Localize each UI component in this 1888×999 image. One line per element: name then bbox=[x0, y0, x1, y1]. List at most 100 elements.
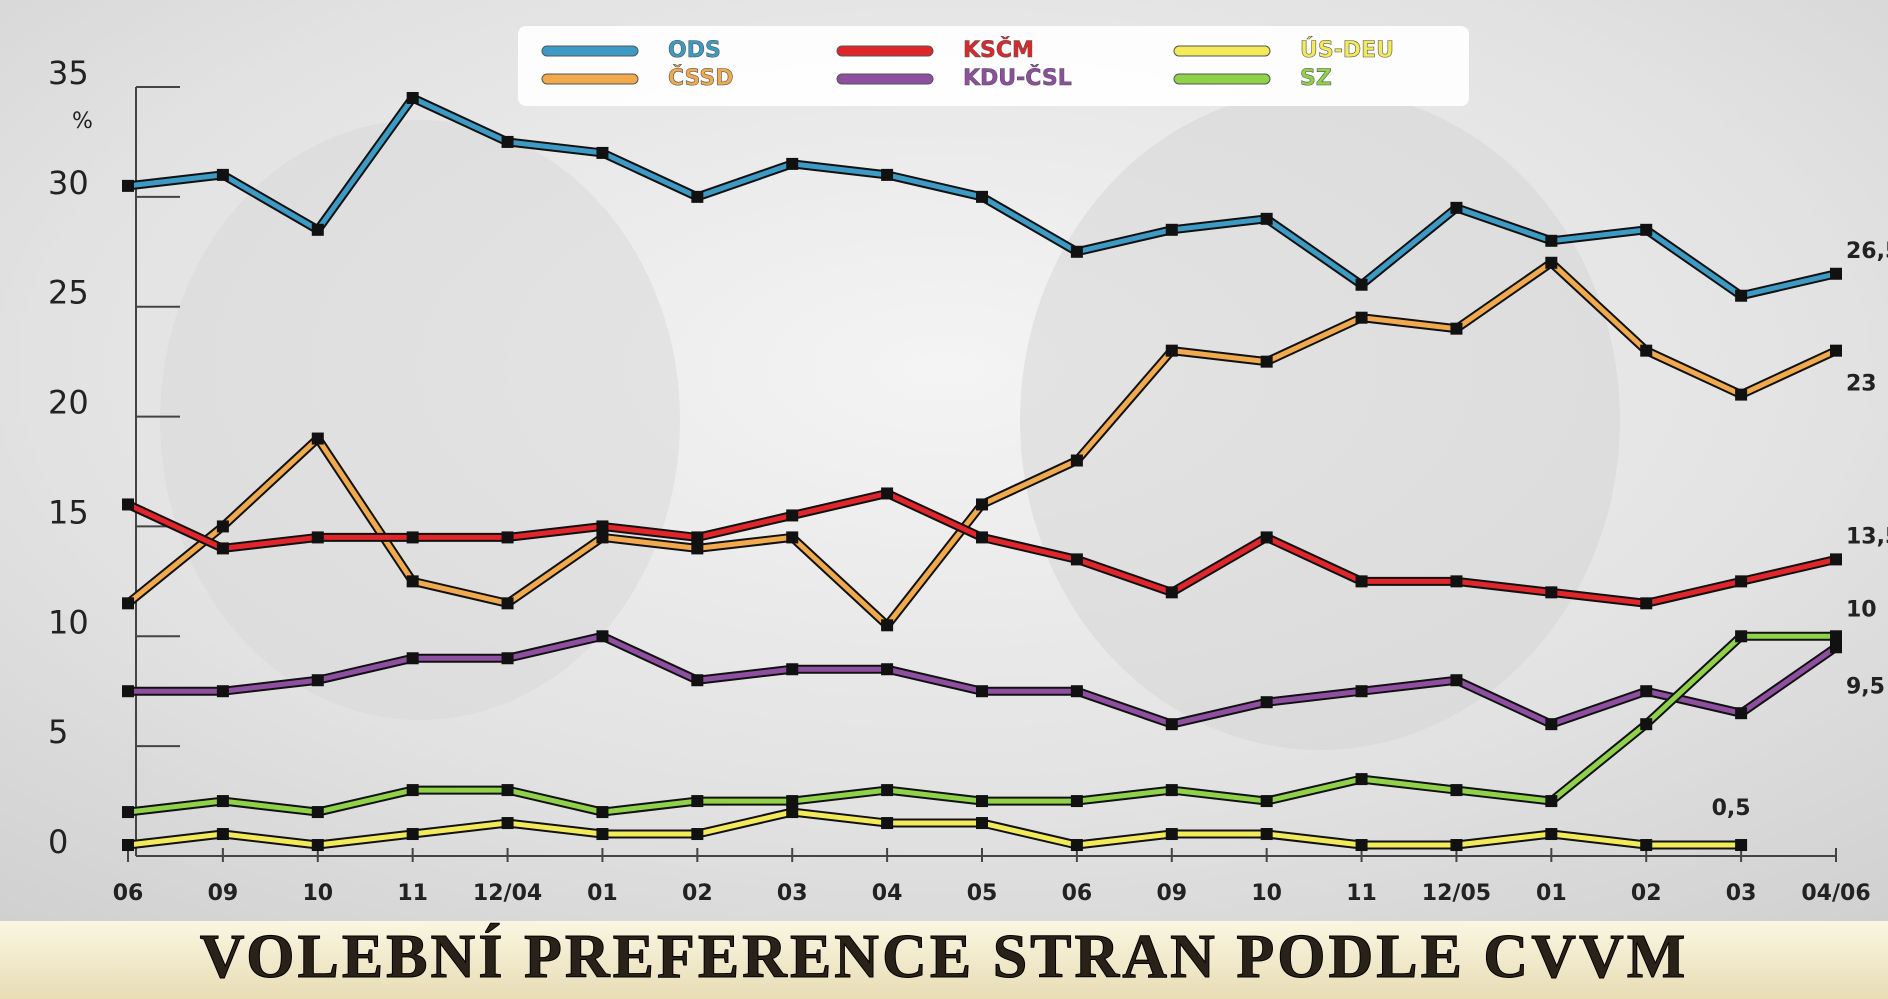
y-tick-label: 10 bbox=[48, 603, 89, 641]
point-marker bbox=[502, 652, 514, 664]
x-tick-label: 12/05 bbox=[1422, 881, 1491, 906]
point-marker bbox=[1071, 455, 1083, 467]
point-marker bbox=[1450, 575, 1462, 587]
point-marker bbox=[786, 795, 798, 807]
legend-swatch bbox=[542, 74, 638, 84]
point-marker bbox=[1166, 345, 1178, 357]
point-marker bbox=[1735, 630, 1747, 642]
x-tick-label: 04/06 bbox=[1801, 881, 1870, 906]
point-marker bbox=[407, 652, 419, 664]
point-marker bbox=[122, 806, 134, 818]
point-marker bbox=[1261, 531, 1273, 543]
legend-swatch bbox=[837, 74, 933, 84]
point-marker bbox=[312, 531, 324, 543]
point-marker bbox=[596, 147, 608, 159]
point-marker bbox=[312, 839, 324, 851]
point-marker bbox=[1830, 268, 1842, 280]
point-marker bbox=[1735, 389, 1747, 401]
point-marker bbox=[1261, 795, 1273, 807]
point-marker bbox=[596, 531, 608, 543]
point-marker bbox=[1545, 718, 1557, 730]
point-marker bbox=[217, 169, 229, 181]
x-tick-label: 10 bbox=[302, 881, 333, 906]
point-marker bbox=[1356, 839, 1368, 851]
point-marker bbox=[1071, 246, 1083, 258]
point-marker bbox=[596, 828, 608, 840]
x-tick-label: 03 bbox=[1726, 881, 1757, 906]
legend-swatch bbox=[542, 46, 638, 56]
point-marker bbox=[976, 685, 988, 697]
point-marker bbox=[1735, 290, 1747, 302]
point-marker bbox=[1640, 597, 1652, 609]
point-marker bbox=[691, 795, 703, 807]
point-marker bbox=[1356, 685, 1368, 697]
y-tick-label: 30 bbox=[48, 164, 89, 202]
point-marker bbox=[881, 487, 893, 499]
x-tick-label: 04 bbox=[872, 881, 903, 906]
point-marker bbox=[1166, 784, 1178, 796]
x-tick-label: 09 bbox=[208, 881, 239, 906]
point-marker bbox=[881, 169, 893, 181]
x-tick-label: 03 bbox=[777, 881, 808, 906]
x-tick-label: 05 bbox=[967, 881, 998, 906]
point-marker bbox=[786, 531, 798, 543]
point-marker bbox=[312, 433, 324, 445]
point-marker bbox=[1735, 839, 1747, 851]
point-marker bbox=[596, 520, 608, 532]
point-marker bbox=[1735, 575, 1747, 587]
point-marker bbox=[1356, 312, 1368, 324]
point-marker bbox=[122, 498, 134, 510]
y-tick-label: 15 bbox=[48, 493, 89, 531]
point-marker bbox=[1166, 224, 1178, 236]
x-tick-label: 12/04 bbox=[473, 881, 542, 906]
point-marker bbox=[1545, 795, 1557, 807]
point-marker bbox=[596, 630, 608, 642]
point-marker bbox=[502, 784, 514, 796]
photo-shade bbox=[160, 120, 680, 720]
point-marker bbox=[976, 817, 988, 829]
point-marker bbox=[1261, 696, 1273, 708]
point-marker bbox=[217, 795, 229, 807]
point-marker bbox=[407, 784, 419, 796]
x-tick-label: 11 bbox=[1346, 881, 1377, 906]
point-marker bbox=[122, 180, 134, 192]
point-marker bbox=[1261, 356, 1273, 368]
y-tick-label: 0 bbox=[48, 823, 68, 861]
point-marker bbox=[1450, 674, 1462, 686]
value-label: 10 bbox=[1846, 597, 1877, 622]
point-marker bbox=[1261, 213, 1273, 225]
point-marker bbox=[1450, 202, 1462, 214]
point-marker bbox=[691, 542, 703, 554]
point-marker bbox=[1640, 685, 1652, 697]
legend-swatch bbox=[1174, 46, 1270, 56]
point-marker bbox=[1640, 345, 1652, 357]
point-marker bbox=[122, 597, 134, 609]
point-marker bbox=[786, 663, 798, 675]
point-marker bbox=[217, 542, 229, 554]
point-marker bbox=[217, 520, 229, 532]
point-marker bbox=[786, 158, 798, 170]
point-marker bbox=[502, 597, 514, 609]
value-label: 26,5 bbox=[1846, 239, 1888, 264]
y-tick-label: 25 bbox=[48, 274, 89, 312]
point-marker bbox=[1071, 685, 1083, 697]
point-marker bbox=[1735, 707, 1747, 719]
point-marker bbox=[312, 224, 324, 236]
point-marker bbox=[1356, 575, 1368, 587]
legend-swatch bbox=[837, 46, 933, 56]
point-marker bbox=[217, 828, 229, 840]
value-label: 13,5 bbox=[1846, 524, 1888, 549]
point-marker bbox=[1356, 773, 1368, 785]
value-label: 23 bbox=[1846, 372, 1877, 397]
y-unit: % bbox=[72, 109, 93, 134]
point-marker bbox=[1166, 718, 1178, 730]
point-marker bbox=[1545, 586, 1557, 598]
point-marker bbox=[881, 784, 893, 796]
point-marker bbox=[881, 817, 893, 829]
chart-title: VOLEBNÍ PREFERENCE STRAN PODLE CVVM bbox=[200, 923, 1689, 991]
point-marker bbox=[1450, 323, 1462, 335]
point-marker bbox=[1545, 235, 1557, 247]
point-marker bbox=[1261, 828, 1273, 840]
point-marker bbox=[596, 806, 608, 818]
x-tick-label: 06 bbox=[113, 881, 144, 906]
